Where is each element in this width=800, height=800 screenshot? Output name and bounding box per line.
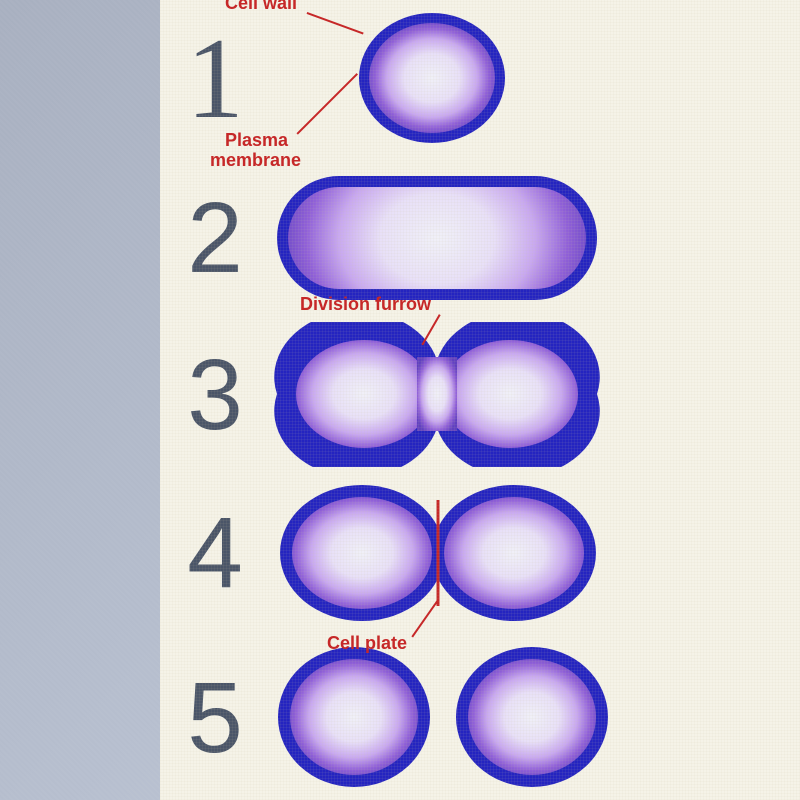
stage-1: 1 Cell wall Plasma membrane [170,8,510,148]
stage-2-cell [272,168,607,308]
stage-4: 4 Cell plate [170,478,607,628]
label-cell-wall: Cell wall [225,0,297,14]
stage-number-5: 5 [170,668,260,768]
stage-3-cell: Division furrow [272,322,607,467]
stage-number-3: 3 [170,345,260,445]
label-plasma-membrane-2: membrane [210,150,301,171]
stage-5-cells [272,640,617,795]
label-division-furrow: Division furrow [300,294,431,315]
binary-fission-diagram: 1 Cell wall Plasma membrane [160,0,800,800]
plasma-membrane-line [296,73,357,134]
stage-number-1: 1 [170,21,260,136]
stage-4-cell: Cell plate [272,478,607,628]
stage-5: 5 [170,640,617,795]
stage-2: 2 [170,168,607,308]
stage-number-4: 4 [170,503,260,603]
stage-3: 3 Division furrow [170,322,607,467]
label-cell-plate: Cell plate [327,633,407,654]
stage-number-2: 2 [170,188,260,288]
stage-1-cell: Cell wall Plasma membrane [355,8,510,148]
left-panel [0,0,160,800]
label-plasma-membrane-1: Plasma [225,130,288,151]
